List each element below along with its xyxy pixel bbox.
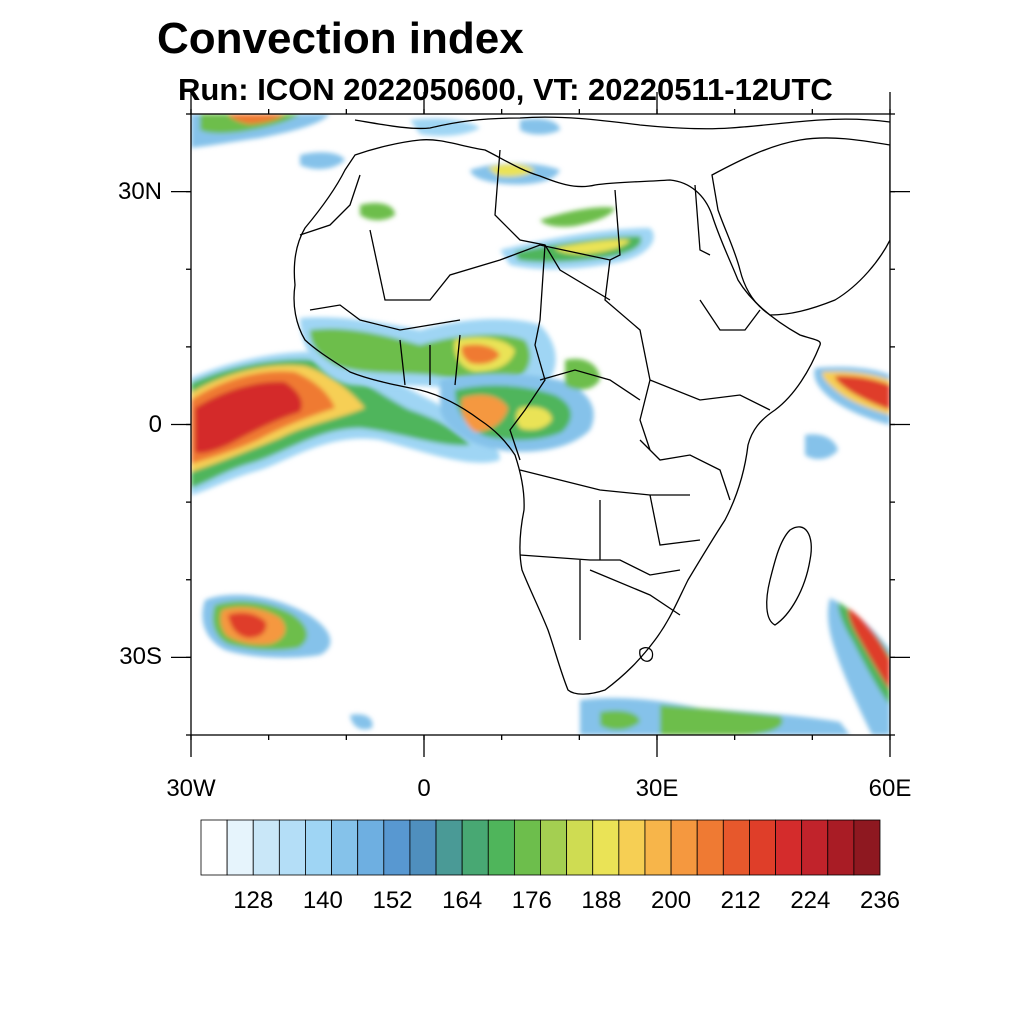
convection-cell-sahara (300, 152, 345, 170)
colorbar-swatch (670, 819, 698, 876)
colorbar-swatch (801, 819, 829, 876)
colorbar-swatch (200, 819, 228, 876)
convection-cell-indian-ocean (838, 602, 890, 705)
border (699, 299, 761, 331)
convection-cell-sahara (520, 118, 560, 135)
colorbar-swatch (775, 819, 803, 876)
colorbar-swatch (487, 819, 515, 876)
axis-ticks (171, 92, 910, 757)
colorbar-swatch (853, 819, 881, 876)
convection-cell-sahara (488, 164, 535, 177)
border (639, 647, 654, 662)
colorbar-swatch (226, 819, 254, 876)
border (579, 560, 681, 640)
colorbar-swatch (357, 819, 385, 876)
convection-cell-central-africa (516, 406, 552, 430)
border (494, 149, 611, 301)
border (309, 304, 461, 331)
colorbar-swatch (278, 819, 306, 876)
colorbar-label: 152 (372, 887, 413, 914)
convection-cell-west-africa (461, 344, 500, 365)
border (519, 469, 690, 496)
border (539, 369, 641, 401)
colorbar-label: 140 (302, 887, 343, 914)
border (519, 554, 681, 576)
border (599, 494, 701, 560)
lon-tick-label: 60E (868, 775, 912, 802)
convection-cell-atlantic (195, 381, 302, 454)
border (299, 174, 361, 236)
convection-cell-indian-ocean (848, 608, 890, 690)
convection-cell-southern-band (350, 714, 373, 730)
madagascar-coastline (766, 526, 812, 626)
convection-cell-central-africa (461, 395, 508, 432)
colorbar (200, 819, 881, 876)
convection-cell-southern-band (600, 710, 640, 730)
border (509, 244, 546, 461)
figure-subtitle: Run: ICON 2022050600, VT: 20220511-12UTC (178, 72, 833, 107)
colorbar-label: 176 (511, 887, 552, 914)
colorbar-label: 188 (581, 887, 622, 914)
convection-cell-sahara (360, 203, 395, 221)
colorbar-swatch (513, 819, 541, 876)
figure-title: Convection index (157, 14, 524, 63)
convection-cell-indian-ocean (827, 598, 890, 735)
europe-coastline (354, 116, 890, 130)
lon-tick-label: 0 (417, 775, 431, 802)
colorbar-label: 212 (720, 887, 761, 914)
convection-cell-indian-ocean (805, 434, 838, 460)
convection-cell-central-africa (565, 358, 600, 390)
border (639, 439, 731, 501)
convection-field (191, 114, 890, 735)
colorbar-swatch (592, 819, 620, 876)
arabia-coastline (711, 137, 890, 316)
lon-tick-label: 30E (635, 775, 679, 802)
lat-tick-label: 30N (117, 177, 162, 205)
border (649, 379, 771, 411)
colorbar-swatch (749, 819, 776, 876)
lat-tick-label: 30S (119, 643, 162, 671)
convection-cell-sahara (555, 239, 630, 254)
colorbar-swatch (566, 819, 594, 876)
border (694, 184, 711, 256)
colorbar-swatch (435, 819, 463, 876)
colorbar-swatch (252, 819, 280, 876)
colorbar-label: 224 (790, 887, 831, 914)
coastlines (293, 116, 890, 695)
colorbar-swatch (827, 819, 855, 876)
colorbar-label: 128 (233, 887, 274, 914)
colorbar-label: 236 (859, 887, 901, 914)
border (369, 189, 621, 301)
colorbar-label: 200 (651, 887, 692, 914)
convection-cell-indian-ocean (835, 375, 890, 410)
lon-tick-label: 30W (166, 775, 216, 802)
colorbar-swatch (461, 819, 489, 876)
convection-cell-nw-atlantic (228, 114, 285, 124)
colorbar-swatch (383, 819, 411, 876)
colorbar-swatch (540, 819, 568, 876)
colorbar-swatch (305, 819, 332, 876)
africa-coastline (293, 139, 821, 695)
convection-cell-sahara (540, 207, 615, 227)
convection-cell-southern-band (660, 705, 783, 735)
lat-tick-label: 0 (148, 410, 162, 438)
colorbar-swatch (618, 819, 646, 876)
convection-cell-south-atlantic (228, 612, 267, 638)
colorbar-swatch (331, 819, 359, 876)
colorbar-swatch (644, 819, 672, 876)
colorbar-swatch (722, 819, 750, 876)
colorbar-swatch (696, 819, 724, 876)
convection-cell-sahara (410, 118, 480, 136)
colorbar-label: 164 (442, 887, 483, 914)
border (399, 334, 461, 386)
colorbar-swatch (409, 819, 437, 876)
border (604, 259, 651, 451)
